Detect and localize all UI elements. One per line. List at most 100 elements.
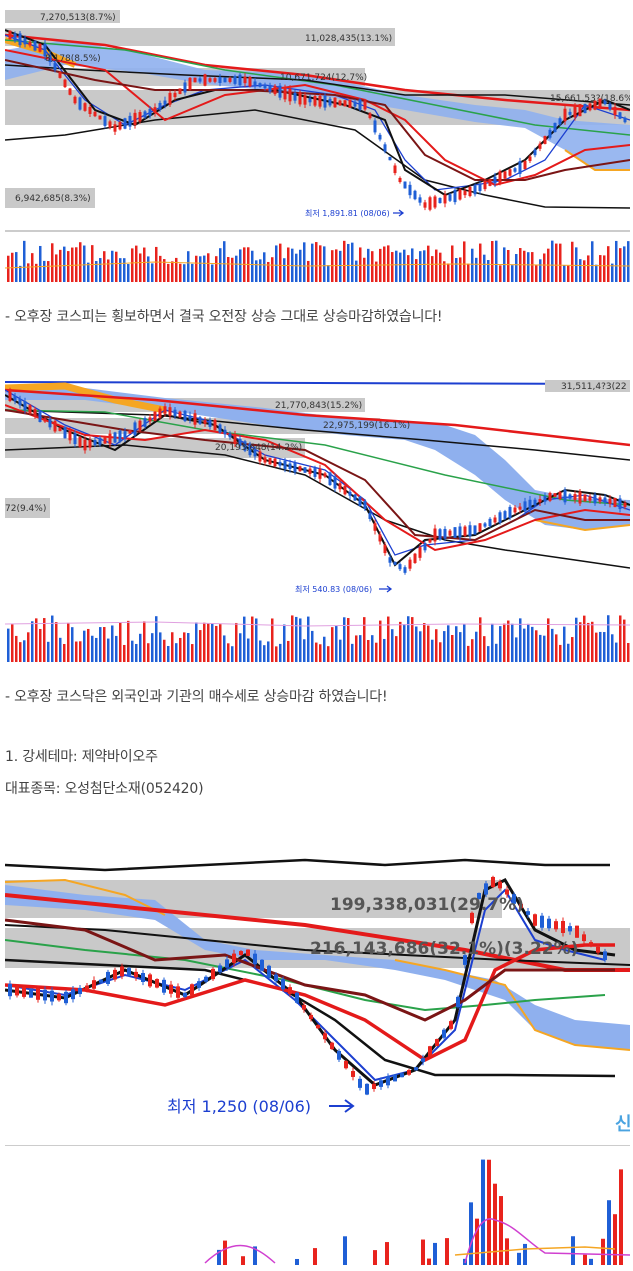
candle <box>488 179 492 186</box>
volume-bar <box>251 250 254 282</box>
candle <box>123 118 127 129</box>
candle <box>523 160 527 170</box>
band-label: 11,028,435(13.1%) <box>305 34 392 44</box>
volume-bar <box>103 627 106 662</box>
volume-bar <box>217 1249 221 1265</box>
volume-bar <box>47 641 50 662</box>
candle <box>508 169 512 176</box>
volume-bar <box>619 1169 623 1265</box>
candle <box>188 415 192 420</box>
candle <box>313 96 317 106</box>
candle <box>197 981 201 988</box>
kosdaq-price-chart: 21,770,843(15.2%) 22,975,199(16.1%) 20,1… <box>5 380 630 600</box>
candle <box>543 495 547 502</box>
volume-bar <box>523 250 526 282</box>
volume-bar <box>191 263 194 282</box>
volume-bar <box>339 250 342 282</box>
volume-bar <box>327 646 330 662</box>
candle <box>330 1042 334 1050</box>
candle <box>268 458 272 465</box>
candle <box>368 513 372 519</box>
volume-bar <box>431 256 434 282</box>
candle <box>393 561 397 565</box>
candle <box>85 985 89 990</box>
candle <box>398 564 402 570</box>
candle <box>603 951 607 961</box>
candle <box>470 912 474 924</box>
volume-bar <box>567 643 570 662</box>
candle <box>363 100 367 110</box>
candle <box>343 100 347 107</box>
volume-bar <box>63 246 66 282</box>
volume-bar <box>223 241 226 282</box>
volume-bar <box>611 634 614 662</box>
candle <box>178 411 182 418</box>
volume-bar <box>403 249 406 282</box>
candle <box>258 451 262 462</box>
volume-bar <box>599 255 602 282</box>
candle <box>239 951 243 955</box>
candle <box>43 989 47 1001</box>
volume-bar <box>87 628 90 662</box>
volume-bar <box>455 626 458 662</box>
candle <box>473 525 477 535</box>
volume-bar <box>475 257 478 282</box>
candle <box>428 197 432 210</box>
volume-bar <box>267 641 270 662</box>
volume-bar <box>51 615 54 662</box>
volume-bar <box>179 637 182 662</box>
candle <box>134 971 138 978</box>
candle <box>543 136 547 144</box>
volume-bar <box>307 260 310 282</box>
volume-bar <box>551 628 554 662</box>
candle <box>143 418 147 427</box>
volume-bar <box>559 644 562 662</box>
candle <box>113 124 117 132</box>
candle <box>318 95 322 107</box>
candle <box>608 498 612 504</box>
volume-bar <box>399 621 402 662</box>
volume-bar <box>187 633 190 662</box>
volume-bar <box>303 242 306 282</box>
volume-bar <box>483 254 486 282</box>
candle <box>293 92 297 101</box>
volume-bar <box>387 616 390 662</box>
volume-bar <box>23 640 26 662</box>
volume-bar <box>111 250 114 282</box>
volume-bar <box>407 616 410 662</box>
ma-line-black <box>5 64 630 106</box>
volume-bar <box>427 625 430 662</box>
volume-bar <box>507 250 510 282</box>
candle <box>78 437 82 447</box>
candle <box>358 99 362 110</box>
candle <box>148 974 152 987</box>
volume-bar <box>99 627 102 662</box>
volume-bar <box>191 644 194 662</box>
candle <box>463 955 467 965</box>
candle <box>108 121 112 128</box>
volume-bar <box>463 241 466 282</box>
candle <box>561 920 565 934</box>
candle <box>449 1021 453 1029</box>
volume-bar <box>459 632 462 662</box>
volume-bar <box>83 245 86 282</box>
volume-bar <box>459 257 462 282</box>
volume-bar <box>75 247 78 282</box>
candle <box>288 88 292 102</box>
candle <box>48 418 52 428</box>
candle <box>88 106 92 115</box>
volume-bar <box>31 253 34 282</box>
candle <box>168 92 172 105</box>
candle <box>155 979 159 988</box>
candle <box>323 473 327 477</box>
candle <box>288 987 292 994</box>
volume-bar <box>419 251 422 282</box>
candle <box>303 95 307 105</box>
candle <box>538 143 542 149</box>
theme-line: 1. 강세테마: 제약바이오주 <box>5 749 158 765</box>
volume-bar <box>315 242 318 282</box>
volume-bar <box>231 257 234 282</box>
volume-bar <box>143 621 146 662</box>
volume-bar <box>445 1238 449 1265</box>
candle <box>623 502 627 508</box>
